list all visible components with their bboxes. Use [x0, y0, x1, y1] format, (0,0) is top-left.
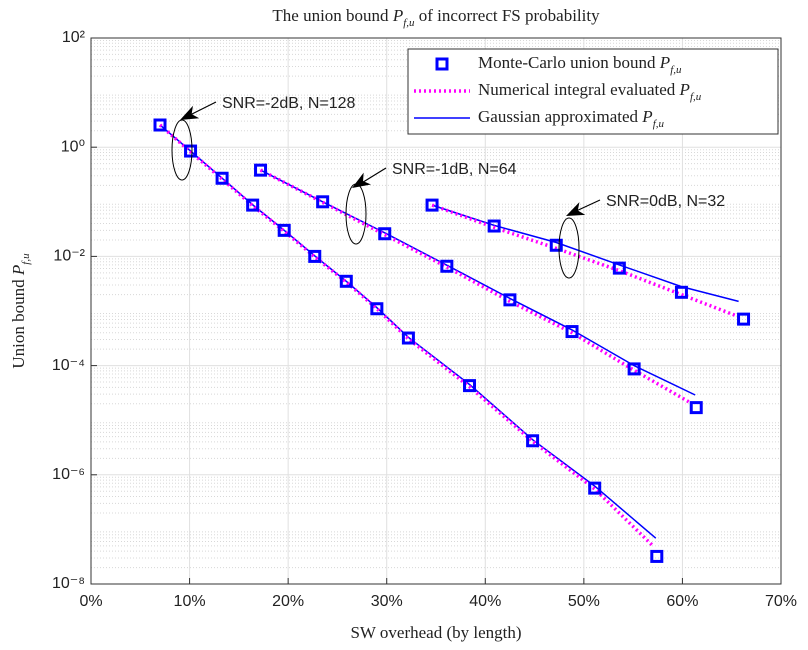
x-tick-label: 60%: [666, 593, 698, 610]
marker: [425, 198, 439, 212]
y-tick-label: 10⁰: [61, 138, 85, 155]
y-tick-label: 10⁻⁸: [52, 575, 85, 592]
text-part: of incorrect FS probability: [415, 6, 601, 25]
annotation-arrowhead: [352, 172, 371, 188]
annotation-arrow: [359, 167, 387, 185]
annotation-arrowhead: [566, 202, 586, 216]
text-part: P: [679, 80, 690, 99]
marker: [689, 401, 703, 415]
text-part: SW overhead (by length): [350, 623, 521, 642]
text-part: The union bound: [272, 6, 392, 25]
marker: [308, 249, 322, 263]
series-line: [431, 204, 739, 303]
x-tick-label: 40%: [469, 593, 501, 610]
marker: [153, 118, 167, 132]
plot-area: [153, 118, 751, 563]
y-tick-label: 10⁻²: [53, 248, 85, 265]
series-line: [431, 203, 743, 320]
text-part: Union bound: [9, 275, 28, 369]
marker: [440, 259, 454, 273]
text-part: P: [659, 53, 670, 72]
x-tick-label: 30%: [371, 593, 403, 610]
marker: [549, 238, 563, 252]
text-part: Gaussian approximated: [478, 107, 642, 126]
text-part: Numerical integral evaluated: [478, 80, 680, 99]
y-tick-label: 10⁻⁴: [52, 357, 85, 374]
marker: [316, 195, 330, 209]
text-part: P: [641, 107, 652, 126]
x-tick-label: 50%: [568, 593, 600, 610]
marker: [463, 379, 477, 393]
text-part: f,u: [20, 253, 32, 265]
annotation-arrowhead: [180, 105, 200, 120]
annotation-ellipse: [558, 217, 580, 279]
annotation-arrow: [573, 199, 601, 213]
marker: [401, 331, 415, 345]
marker: [184, 144, 198, 158]
marker: [277, 223, 291, 237]
marker: [612, 261, 626, 275]
text-part: P: [9, 265, 28, 276]
text-part: f,u: [690, 91, 702, 103]
y-tick-label: 10⁻⁶: [52, 466, 85, 483]
chart-title: The union bound Pf,u of incorrect FS pro…: [272, 6, 600, 29]
plot-frame: [90, 37, 782, 585]
marker: [378, 227, 392, 241]
x-tick-label: 20%: [272, 593, 304, 610]
marker: [674, 285, 688, 299]
marker: [650, 549, 664, 563]
legend-marker: [435, 57, 449, 71]
marker: [254, 163, 268, 177]
marker: [503, 293, 517, 307]
text-part: P: [392, 6, 403, 25]
text-part: Monte-Carlo union bound: [478, 53, 660, 72]
marker: [370, 302, 384, 316]
legend-label: Gaussian approximated Pf,u: [478, 107, 664, 130]
annotation-ellipse: [171, 119, 193, 181]
marker: [565, 325, 579, 339]
x-tick-label: 70%: [765, 593, 797, 610]
marker: [627, 362, 641, 376]
marker: [339, 274, 353, 288]
annotation-arrow: [187, 101, 217, 117]
marker: [737, 312, 751, 326]
text-part: f,u: [403, 17, 415, 29]
text-part: f,u: [653, 118, 665, 130]
x-tick-label: 0%: [79, 593, 102, 610]
y-tick-label: 10²: [62, 29, 86, 46]
annotation: SNR=0dB, N=32: [606, 193, 725, 210]
annotation: SNR=-2dB, N=128: [222, 95, 356, 112]
marker: [215, 171, 229, 185]
x-axis-label: SW overhead (by length): [350, 623, 521, 642]
legend-label: Monte-Carlo union bound Pf,u: [478, 53, 682, 76]
marker: [487, 219, 501, 233]
marker: [526, 434, 540, 448]
marker: [588, 481, 602, 495]
marker: [246, 198, 260, 212]
y-axis-label: Union bound Pf,u: [9, 253, 32, 369]
x-tick-label: 10%: [174, 593, 206, 610]
series-line: [259, 168, 694, 406]
annotation: SNR=-1dB, N=64: [392, 161, 517, 178]
text-part: f,u: [670, 64, 682, 76]
legend-label: Numerical integral evaluated Pf,u: [478, 80, 702, 103]
